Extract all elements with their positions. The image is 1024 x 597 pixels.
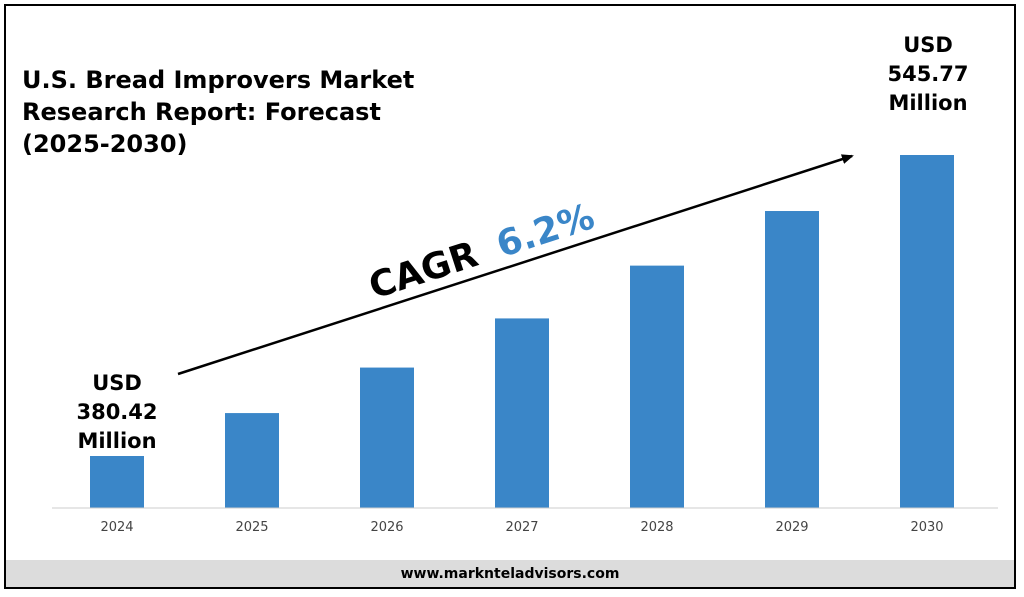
x-tick-label-2025: 2025 — [235, 520, 268, 535]
x-tick-label-2028: 2028 — [640, 520, 673, 535]
bar-2029 — [765, 211, 819, 508]
x-tick-group: 2024 2025 2026 2027 2028 2029 2030 — [100, 520, 943, 535]
x-tick-label-2029: 2029 — [775, 520, 808, 535]
x-tick-label-2027: 2027 — [505, 520, 538, 535]
end-callout-line-3: Million — [888, 91, 967, 115]
start-callout-line-1: USD — [92, 371, 142, 395]
x-tick-label-2030: 2030 — [910, 520, 943, 535]
chart-title-line-1: U.S. Bread Improvers Market — [22, 66, 414, 94]
chart-canvas: U.S. Bread Improvers Market Research Rep… — [22, 33, 998, 535]
chart-title-line-2: Research Report: Forecast — [22, 98, 381, 126]
bar-2024 — [90, 456, 144, 508]
bar-2027 — [495, 318, 549, 508]
cagr-label: CAGR — [364, 234, 483, 307]
growth-arrow — [177, 154, 854, 376]
bar-2025 — [225, 413, 279, 508]
start-callout-value: 380.42 — [76, 400, 157, 424]
end-callout-line-1: USD — [903, 33, 953, 57]
footer-url[interactable]: www.marknteladvisors.com — [400, 565, 620, 582]
chart-title-line-3: (2025-2030) — [22, 130, 188, 158]
end-callout-value: 545.77 — [887, 62, 968, 86]
bar-2030 — [900, 155, 954, 508]
bar-group — [90, 155, 954, 508]
x-tick-label-2024: 2024 — [100, 520, 133, 535]
start-callout-line-3: Million — [77, 429, 156, 453]
cagr-annotation: CAGR 6.2% — [364, 196, 599, 307]
footer-bar: www.marknteladvisors.com — [6, 560, 1014, 587]
x-tick-label-2026: 2026 — [370, 520, 403, 535]
bar-2026 — [360, 367, 414, 508]
bar-2028 — [630, 265, 684, 508]
